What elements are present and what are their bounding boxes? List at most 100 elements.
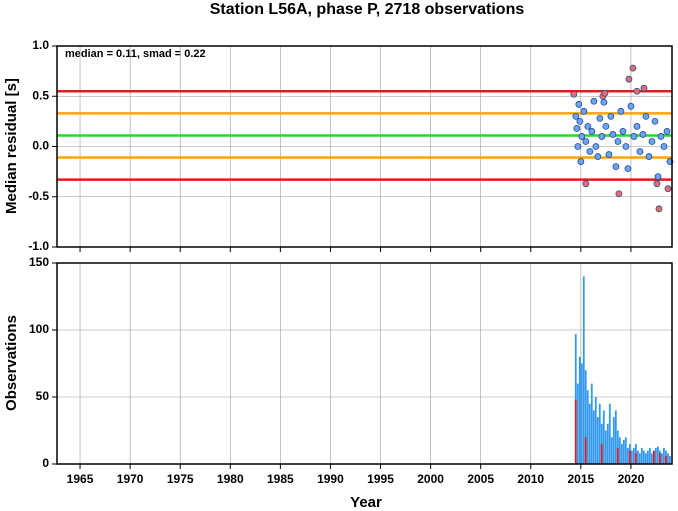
data-point [598, 133, 606, 140]
bar [668, 455, 671, 464]
bar [640, 447, 643, 464]
data-point [653, 180, 661, 188]
data-point [605, 151, 613, 158]
bar [616, 447, 619, 464]
data-point [602, 123, 610, 130]
data-point [660, 143, 668, 150]
x-tick-label: 1995 [367, 472, 394, 486]
data-point [584, 123, 592, 130]
data-point [586, 148, 594, 155]
data-point [663, 128, 671, 135]
bar [664, 455, 667, 464]
bar [598, 403, 601, 464]
data-point [645, 153, 653, 160]
bar [646, 450, 649, 464]
bar [600, 443, 603, 464]
plot-frame [56, 262, 673, 465]
data-point [655, 205, 663, 213]
data-point [654, 173, 662, 181]
bar [596, 417, 599, 464]
data-point [633, 87, 641, 95]
data-point [636, 148, 644, 155]
bar [632, 447, 635, 464]
bar [634, 453, 637, 464]
y-tick-label: 150 [29, 255, 49, 269]
data-point [572, 112, 580, 120]
bar [622, 439, 625, 464]
data-point [617, 107, 625, 115]
y-tick-label: 100 [29, 322, 49, 336]
x-tick-label: 1970 [117, 472, 144, 486]
data-point [664, 185, 672, 193]
data-point [575, 100, 583, 108]
data-point [601, 89, 609, 97]
data-point [640, 84, 648, 92]
bar [626, 447, 629, 464]
data-point [578, 133, 586, 140]
data-point [642, 112, 650, 120]
bar [590, 383, 593, 464]
data-point [574, 143, 582, 150]
bar [630, 450, 633, 464]
y-tick-label: -0.5 [28, 189, 49, 203]
bar [628, 450, 631, 464]
data-point [651, 117, 659, 125]
y-tick-label: 0.5 [32, 88, 49, 102]
bar [574, 334, 577, 464]
bar [654, 447, 657, 464]
x-tick-label: 2010 [517, 472, 544, 486]
data-point [648, 138, 656, 145]
data-point [588, 128, 596, 135]
bar [612, 417, 615, 464]
x-tick-label: 1980 [217, 472, 244, 486]
annotation: median = 0.11, smad = 0.22 [65, 48, 206, 60]
y-tick-label: 0 [42, 456, 49, 470]
data-point [619, 128, 627, 135]
data-point [576, 117, 584, 125]
bar [584, 370, 587, 464]
x-tick-label: 2015 [568, 472, 595, 486]
bar [638, 453, 641, 464]
bar [656, 446, 659, 464]
x-tick-label: 1990 [317, 472, 344, 486]
data-point [622, 143, 630, 150]
y-tick-label: 0.0 [32, 139, 49, 153]
bar [606, 423, 609, 464]
data-point [590, 97, 598, 105]
data-point [629, 64, 637, 72]
bar [636, 450, 639, 464]
bar [616, 430, 619, 464]
data-point [615, 190, 623, 198]
data-point [612, 163, 620, 171]
bar [580, 363, 583, 464]
bar [594, 397, 597, 464]
data-point [609, 131, 617, 138]
bar [648, 447, 651, 464]
data-point [582, 138, 590, 145]
bar [644, 453, 647, 464]
bar [610, 437, 613, 464]
bar [576, 383, 579, 464]
bar [588, 403, 591, 464]
data-point [624, 165, 632, 173]
data-point [639, 131, 647, 138]
x-tick-label: 1985 [267, 472, 294, 486]
bar [666, 453, 669, 464]
data-point [657, 133, 665, 140]
bar [660, 453, 663, 464]
data-point [577, 158, 585, 165]
data-point [580, 107, 588, 115]
y-tick-label: 50 [36, 389, 50, 403]
y-tick-label: 1.0 [32, 38, 49, 52]
chart-title: Station L56A, phase P, 2718 observations [210, 1, 525, 18]
bar [662, 447, 665, 464]
bar [604, 430, 607, 464]
data-point [607, 112, 615, 120]
bar [592, 410, 595, 464]
bar [614, 410, 617, 464]
y-axis-title: Median residual [s] [3, 78, 20, 214]
bar [574, 399, 577, 464]
data-point [630, 133, 638, 140]
x-tick-label: 1965 [67, 472, 94, 486]
